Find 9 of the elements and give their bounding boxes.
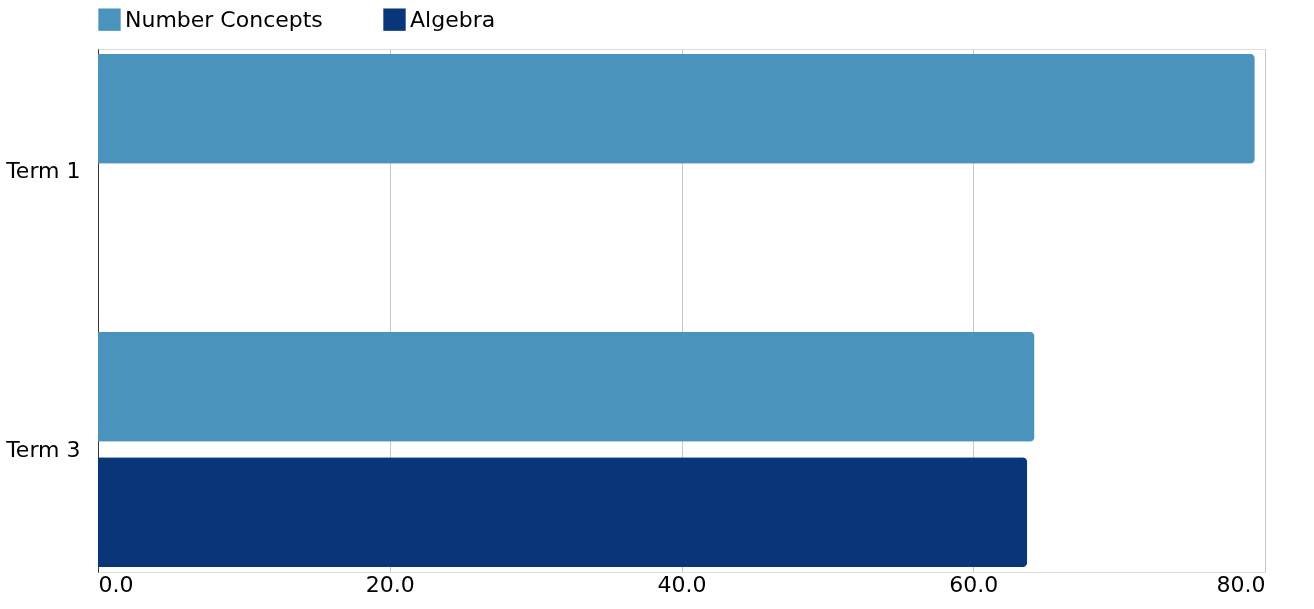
legend-label: Number Concepts xyxy=(125,6,323,32)
y-tick-label: Term 3 xyxy=(5,436,81,462)
x-tick-label: 80.0 xyxy=(1216,571,1266,597)
x-tick-label: 0.0 xyxy=(98,571,134,597)
x-tick-label: 40.0 xyxy=(657,571,707,597)
x-tick-label: 60.0 xyxy=(949,571,999,597)
legend-label: Algebra xyxy=(410,6,496,32)
y-tick-label: Term 1 xyxy=(5,158,81,184)
x-tick-label: 20.0 xyxy=(365,571,415,597)
